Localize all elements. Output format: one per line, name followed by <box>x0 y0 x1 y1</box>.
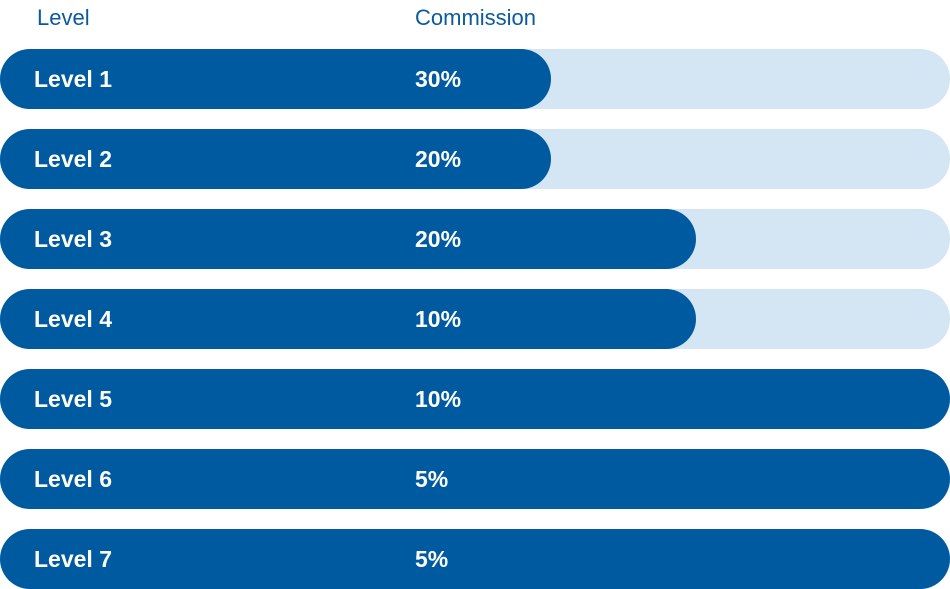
bar-fill <box>0 49 551 109</box>
bar-category-label: Level 2 <box>34 146 112 172</box>
bar-category-label: Level 6 <box>34 466 112 492</box>
bar-row: Level 6 5% <box>0 449 950 509</box>
bar-value-label: 10% <box>415 386 462 412</box>
bar-value-label: 20% <box>415 226 462 252</box>
bar-row: Level 2 20% <box>0 129 950 189</box>
bar-fill <box>0 529 950 589</box>
bar-value-label: 5% <box>415 546 449 572</box>
bar-category-label: Level 4 <box>34 306 112 332</box>
bar-category-label: Level 7 <box>34 546 112 572</box>
level-column-header: Level <box>37 5 90 30</box>
bar-row: Level 1 30% <box>0 49 950 109</box>
commission-column-header: Commission <box>415 5 537 30</box>
bar-value-label: 20% <box>415 146 462 172</box>
bar-fill <box>0 369 950 429</box>
bar-value-label: 5% <box>415 466 449 492</box>
bar-category-label: Level 5 <box>34 386 112 412</box>
bar-fill <box>0 449 950 509</box>
bar-value-label: 30% <box>415 66 462 92</box>
bar-category-label: Level 3 <box>34 226 112 252</box>
bar-row: Level 5 10% <box>0 369 950 429</box>
bar-fill <box>0 209 696 269</box>
bar-category-label: Level 1 <box>34 66 112 92</box>
bar-row: Level 7 5% <box>0 529 950 589</box>
bar-value-label: 10% <box>415 306 462 332</box>
bar-row: Level 3 20% <box>0 209 950 269</box>
bar-fill <box>0 289 696 349</box>
bar-row: Level 4 10% <box>0 289 950 349</box>
bar-fill <box>0 129 551 189</box>
